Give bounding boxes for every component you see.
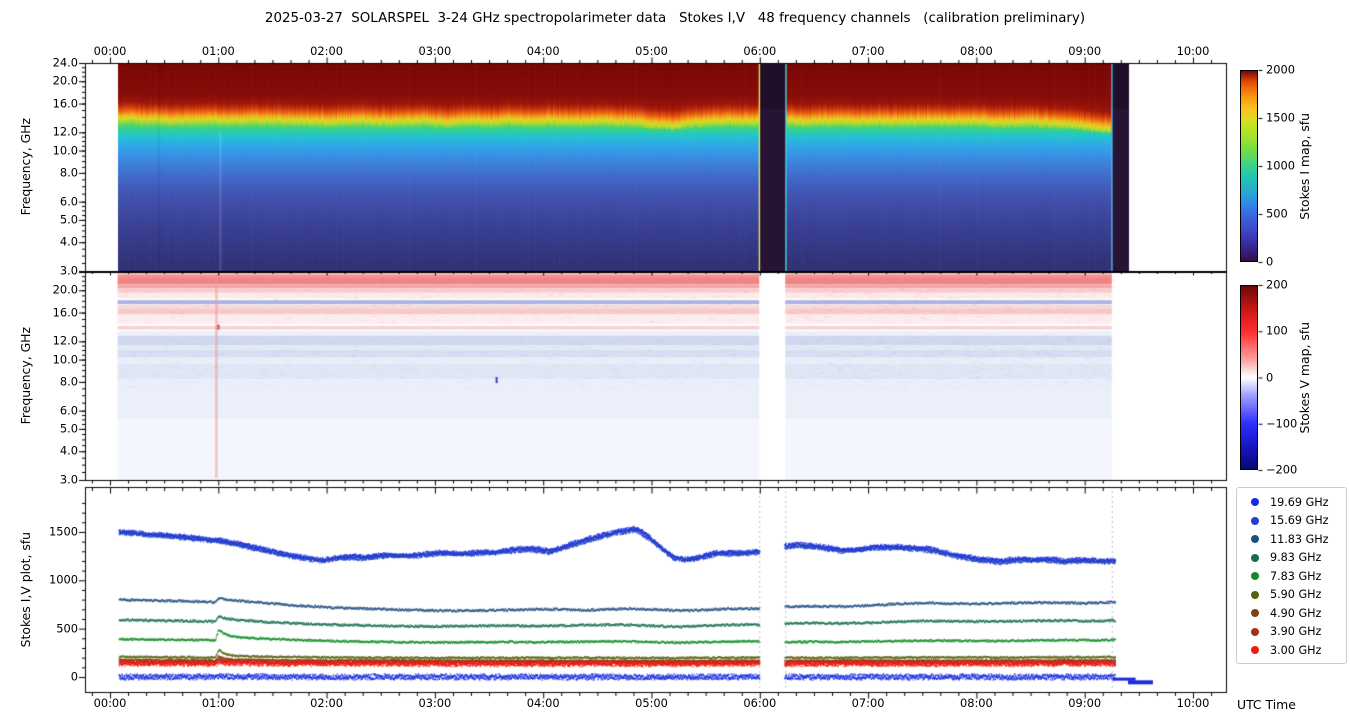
panel2-freq-tick-label: 5.0 xyxy=(59,421,78,436)
panel2-freq-tick-label: 10.0 xyxy=(52,351,78,366)
legend-marker-dot-icon xyxy=(1251,572,1259,581)
panel1-ylabel-wrap: Frequency, GHz xyxy=(16,63,34,271)
legend-marker-dot-icon xyxy=(1251,627,1259,636)
legend-entry: 9.83 GHz xyxy=(1244,549,1346,568)
legend-entry: 19.69 GHz xyxy=(1244,493,1346,512)
panel1-freq-tick-label: 6.0 xyxy=(59,193,78,208)
frequency-legend: 19.69 GHz 15.69 GHz 11.83 GHz 9.83 GHz 7.83 … xyxy=(1236,487,1347,664)
panel2-freq-tick-label: 16.0 xyxy=(52,304,78,319)
stokes-i-colorbar xyxy=(1240,70,1258,262)
stokes-v-colorbar-tick-label: 200 xyxy=(1266,277,1288,292)
x-tick-label-bottom: 10:00 xyxy=(1176,696,1210,710)
panel1-freq-tick-label: 5.0 xyxy=(59,212,78,227)
legend-entry: 3.00 GHz xyxy=(1244,641,1346,660)
stokes-i-colorbar-tick-label: 0 xyxy=(1266,254,1274,269)
legend-marker-dot-icon xyxy=(1251,590,1259,599)
legend-entry: 5.90 GHz xyxy=(1244,586,1346,605)
legend-marker-dot-icon xyxy=(1251,609,1259,618)
panel3-ylabel-wrap: Stokes I,V plot, sfu xyxy=(16,487,34,692)
legend-entry: 15.69 GHz xyxy=(1244,512,1346,531)
cb2-label-wrap: Stokes V map, sfu xyxy=(1295,285,1313,470)
panel2-freq-tick-label: 8.0 xyxy=(59,374,78,389)
panel2-ylabel-wrap: Frequency, GHz xyxy=(16,272,34,480)
legend-marker-dot-icon xyxy=(1251,553,1259,562)
stokes-v-colorbar-tick-label: −200 xyxy=(1266,462,1298,477)
x-tick-label-top: 02:00 xyxy=(310,44,344,58)
panel2-freq-tick-label: 20.0 xyxy=(52,282,78,297)
legend-entry: 4.90 GHz xyxy=(1244,604,1346,623)
stokes-v-colorbar xyxy=(1240,285,1258,470)
legend-entry-label: 15.69 GHz xyxy=(1270,514,1329,528)
stokes-i-colorbar-tick-label: 1000 xyxy=(1266,158,1295,173)
x-tick-label-top: 10:00 xyxy=(1176,44,1210,58)
stokes-i-colorbar-label: Stokes I map, sfu xyxy=(1296,112,1312,220)
legend-marker-dot-icon xyxy=(1251,516,1259,525)
x-tick-label-bottom: 06:00 xyxy=(743,696,777,710)
x-tick-label-top: 08:00 xyxy=(959,44,993,58)
legend-entry-label: 3.00 GHz xyxy=(1270,643,1322,657)
panel1-freq-tick-label: 12.0 xyxy=(52,124,78,139)
panel1-freq-tick-label: 16.0 xyxy=(52,95,78,110)
x-tick-label-bottom: 04:00 xyxy=(526,696,560,710)
legend-entry-label: 19.69 GHz xyxy=(1270,495,1329,509)
panel2-freq-tick-label: 3.0 xyxy=(59,472,78,487)
panel1-freq-tick-label: 4.0 xyxy=(59,234,78,249)
stokes-v-colorbar-label: Stokes V map, sfu xyxy=(1296,321,1312,434)
panel3-flux-tick-label: 1000 xyxy=(49,572,78,587)
stokes-v-colorbar-tick-label: −100 xyxy=(1266,416,1298,431)
legend-entry: 3.90 GHz xyxy=(1244,623,1346,642)
x-tick-label-top: 05:00 xyxy=(635,44,668,58)
figure-title: 2025-03-27 SOLARSPEL 3-24 GHz spectropol… xyxy=(264,11,1086,26)
legend-entry-label: 7.83 GHz xyxy=(1270,569,1322,583)
panel3-ylabel: Stokes I,V plot, sfu xyxy=(17,531,33,648)
panel3-flux-tick-label: 1500 xyxy=(49,524,78,539)
x-tick-label-top: 06:00 xyxy=(743,44,777,58)
legend-marker-dot-icon xyxy=(1251,646,1259,655)
panel1-freq-tick-label: 10.0 xyxy=(52,142,78,157)
x-tick-label-top: 07:00 xyxy=(851,44,885,58)
x-tick-label-top: 01:00 xyxy=(201,44,235,58)
panel2-ylabel: Frequency, GHz xyxy=(17,327,33,425)
legend-marker-dot-icon xyxy=(1251,498,1259,507)
panel1-freq-tick-label: 24.0 xyxy=(52,55,78,70)
panel3-flux-tick-label: 0 xyxy=(70,669,78,684)
x-tick-label-top: 00:00 xyxy=(93,44,127,58)
x-tick-label-top: 09:00 xyxy=(1068,44,1102,58)
x-tick-label-bottom: 05:00 xyxy=(635,696,668,710)
x-tick-label-bottom: 00:00 xyxy=(93,696,127,710)
x-tick-label-top: 04:00 xyxy=(526,44,560,58)
x-tick-label-bottom: 07:00 xyxy=(851,696,885,710)
panel2-freq-tick-label: 12.0 xyxy=(52,333,78,348)
x-tick-label-bottom: 02:00 xyxy=(310,696,344,710)
stokes-i-colorbar-tick-label: 1500 xyxy=(1266,110,1295,125)
panel1-ylabel: Frequency, GHz xyxy=(17,118,33,216)
stokes-v-colorbar-tick-label: 100 xyxy=(1266,323,1288,338)
panel1-freq-tick-label: 20.0 xyxy=(52,73,78,88)
panel3-flux-tick-label: 500 xyxy=(56,620,78,635)
x-tick-label-bottom: 08:00 xyxy=(959,696,993,710)
x-tick-label-bottom: 01:00 xyxy=(201,696,235,710)
x-tick-label-bottom: 09:00 xyxy=(1068,696,1102,710)
legend-entry-label: 9.83 GHz xyxy=(1270,551,1322,565)
panel1-freq-tick-label: 3.0 xyxy=(59,263,78,278)
legend-entry-label: 5.90 GHz xyxy=(1270,588,1322,602)
panel2-freq-tick-label: 4.0 xyxy=(59,443,78,458)
stokes-v-colorbar-tick-label: 0 xyxy=(1266,369,1274,384)
x-tick-label-top: 03:00 xyxy=(418,44,452,58)
legend-entry-label: 3.90 GHz xyxy=(1270,625,1322,639)
legend-marker-dot-icon xyxy=(1251,535,1259,544)
panel1-freq-tick-label: 8.0 xyxy=(59,165,78,180)
utc-time-label: UTC Time xyxy=(1237,697,1296,712)
legend-entry: 11.83 GHz xyxy=(1244,530,1346,549)
legend-entry: 7.83 GHz xyxy=(1244,567,1346,586)
x-tick-label-bottom: 03:00 xyxy=(418,696,452,710)
legend-entry-label: 4.90 GHz xyxy=(1270,606,1322,620)
cb1-label-wrap: Stokes I map, sfu xyxy=(1295,70,1313,262)
stokes-i-colorbar-tick-label: 2000 xyxy=(1266,62,1295,77)
legend-entry-label: 11.83 GHz xyxy=(1270,532,1329,546)
stokes-i-colorbar-tick-label: 500 xyxy=(1266,206,1288,221)
panel2-freq-tick-label: 6.0 xyxy=(59,402,78,417)
